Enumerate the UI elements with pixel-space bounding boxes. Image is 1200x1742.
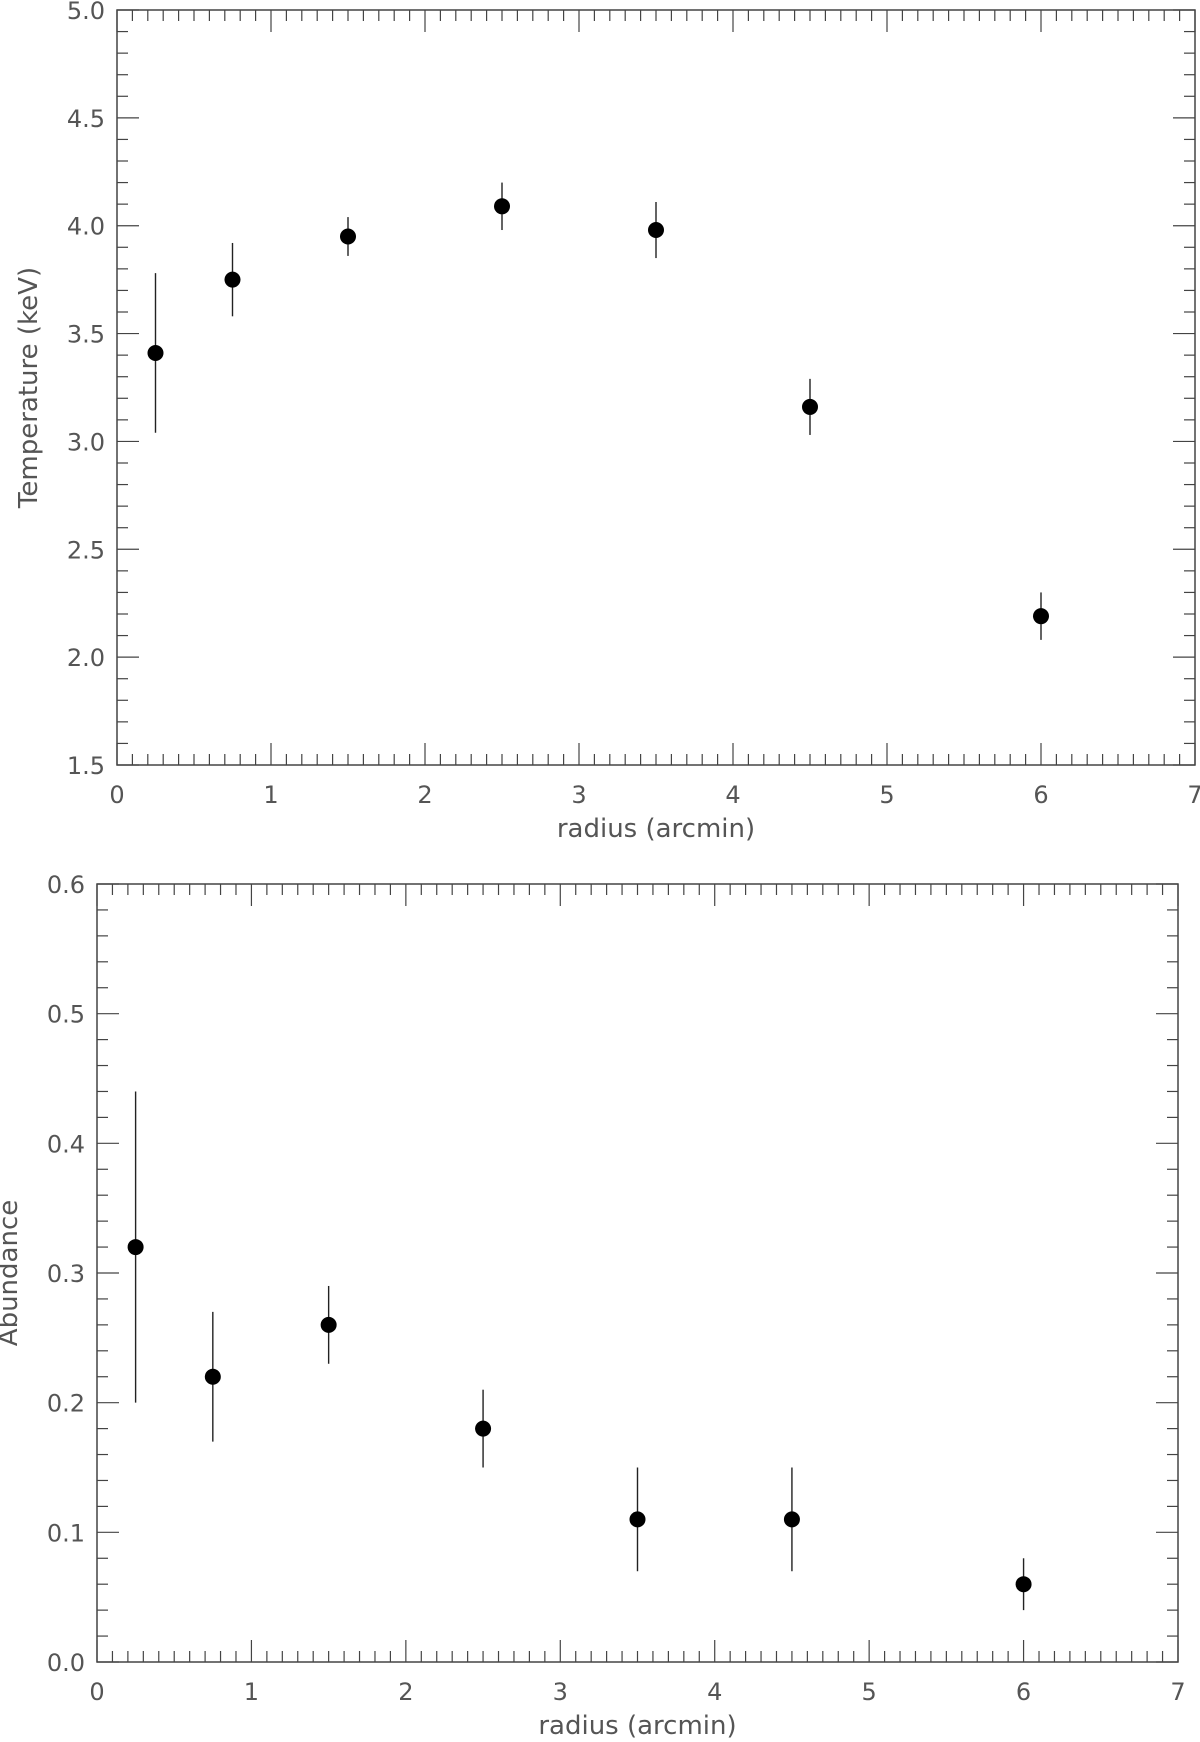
temperature-x-tick-label: 5 [879, 781, 894, 809]
abundance-x-tick-label: 4 [707, 1678, 722, 1706]
temperature-y-tick-label: 2.0 [67, 644, 105, 672]
temperature-y-tick-label: 4.0 [67, 213, 105, 241]
abundance-panel: 0 1 2 3 4 5 6 7 0.0 0.1 0.2 0.3 0.4 0.5 0.6 radius (arc… [0, 871, 1186, 1741]
temperature-data-point [494, 198, 510, 215]
abundance-y-tick-label: 0.5 [47, 1001, 85, 1029]
abundance-y-tick-label: 0.4 [47, 1130, 85, 1158]
abundance-data-point [475, 1420, 492, 1437]
temperature-data-point [648, 222, 664, 239]
temperature-y-axis-label: Temperature (keV) [14, 267, 44, 509]
temperature-x-tick-label: 1 [263, 781, 278, 809]
abundance-data-point [320, 1316, 337, 1333]
abundance-y-tick-label: 0.0 [47, 1649, 85, 1677]
temperature-data-point [147, 344, 164, 361]
temperature-data-point [224, 271, 241, 288]
temperature-y-tick-label: 1.5 [67, 752, 105, 780]
abundance-x-tick-label: 6 [1016, 1678, 1031, 1706]
temperature-x-tick-label: 7 [1187, 781, 1200, 809]
abundance-y-tick-label: 0.6 [47, 871, 85, 899]
abundance-data-point [783, 1511, 800, 1528]
temperature-data-point [1033, 608, 1049, 625]
temperature-plot-frame [116, 9, 1196, 766]
temperature-y-tick-label: 3.0 [67, 428, 105, 456]
temperature-x-tick-label: 2 [417, 781, 432, 809]
abundance-x-tick-label: 7 [1170, 1678, 1185, 1706]
abundance-y-axis-label: Abundance [0, 1200, 24, 1346]
temperature-x-axis-label: radius (arcmin) [557, 814, 755, 844]
abundance-x-tick-label: 2 [398, 1678, 413, 1706]
temperature-y-tick-label: 5.0 [67, 0, 105, 25]
temperature-panel: 0 1 2 3 4 5 6 7 1.5 2.0 2.5 3.0 3.5 4.0 4.5 5.0 radius (… [14, 0, 1200, 844]
abundance-x-tick-label: 1 [244, 1678, 259, 1706]
abundance-y-tick-label: 0.3 [47, 1260, 85, 1288]
abundance-data-point [127, 1239, 144, 1256]
temperature-y-tick-label: 3.5 [67, 321, 105, 349]
temperature-x-tick-label: 0 [109, 781, 124, 809]
temperature-x-tick-label: 6 [1033, 781, 1048, 809]
abundance-y-tick-label: 0.2 [47, 1390, 85, 1418]
temperature-y-tick-label: 2.5 [67, 536, 105, 564]
abundance-data-point [1015, 1576, 1032, 1593]
temperature-y-tick-label: 4.5 [67, 105, 105, 133]
temperature-x-tick-label: 4 [725, 781, 740, 809]
abundance-y-tick-label: 0.1 [47, 1519, 85, 1547]
abundance-data-point [204, 1368, 221, 1385]
abundance-x-tick-label: 5 [862, 1678, 877, 1706]
abundance-x-tick-label: 0 [89, 1678, 104, 1706]
abundance-data-point [629, 1511, 646, 1528]
abundance-x-tick-label: 3 [553, 1678, 568, 1706]
temperature-x-tick-label: 3 [571, 781, 586, 809]
temperature-data-point [340, 228, 356, 245]
abundance-x-axis-label: radius (arcmin) [538, 1711, 736, 1741]
temperature-data-point [802, 398, 818, 415]
